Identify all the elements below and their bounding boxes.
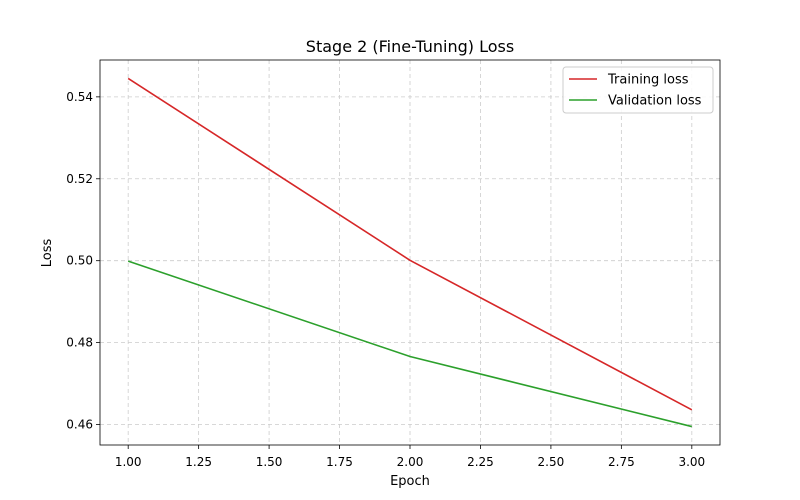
chart-title: Stage 2 (Fine-Tuning) Loss bbox=[306, 37, 514, 56]
series-line-validation-loss bbox=[127, 260, 693, 428]
x-axis: 1.00 1.25 1.50 1.75 2.00 2.25 2.50 2.75 3.00 bbox=[115, 445, 705, 469]
y-tick-label: 0.48 bbox=[66, 336, 93, 350]
y-tick-label: 0.54 bbox=[66, 90, 93, 104]
x-axis-label: Epoch bbox=[390, 474, 430, 489]
legend: Training loss Validation loss bbox=[562, 66, 714, 114]
y-axis: 0.46 0.48 0.50 0.52 0.54 bbox=[66, 90, 100, 432]
x-tick-label: 1.50 bbox=[256, 455, 283, 469]
grid bbox=[100, 60, 720, 445]
x-tick-label: 3.00 bbox=[678, 455, 705, 469]
x-tick-label: 2.25 bbox=[467, 455, 494, 469]
y-tick-label: 0.52 bbox=[66, 172, 93, 186]
x-tick-label: 1.25 bbox=[185, 455, 212, 469]
x-tick-label: 2.00 bbox=[397, 455, 424, 469]
y-tick-label: 0.46 bbox=[66, 418, 93, 432]
legend-label: Training loss bbox=[607, 73, 689, 88]
x-tick-label: 2.50 bbox=[538, 455, 565, 469]
y-tick-label: 0.50 bbox=[66, 254, 93, 268]
series-line-training-loss bbox=[127, 77, 693, 411]
x-tick-label: 2.75 bbox=[608, 455, 635, 469]
y-axis-label: Loss bbox=[40, 239, 55, 268]
x-tick-label: 1.00 bbox=[115, 455, 142, 469]
legend-label: Validation loss bbox=[608, 94, 702, 109]
x-tick-label: 1.75 bbox=[326, 455, 353, 469]
legend-box bbox=[562, 66, 714, 114]
series-layer bbox=[127, 77, 693, 428]
